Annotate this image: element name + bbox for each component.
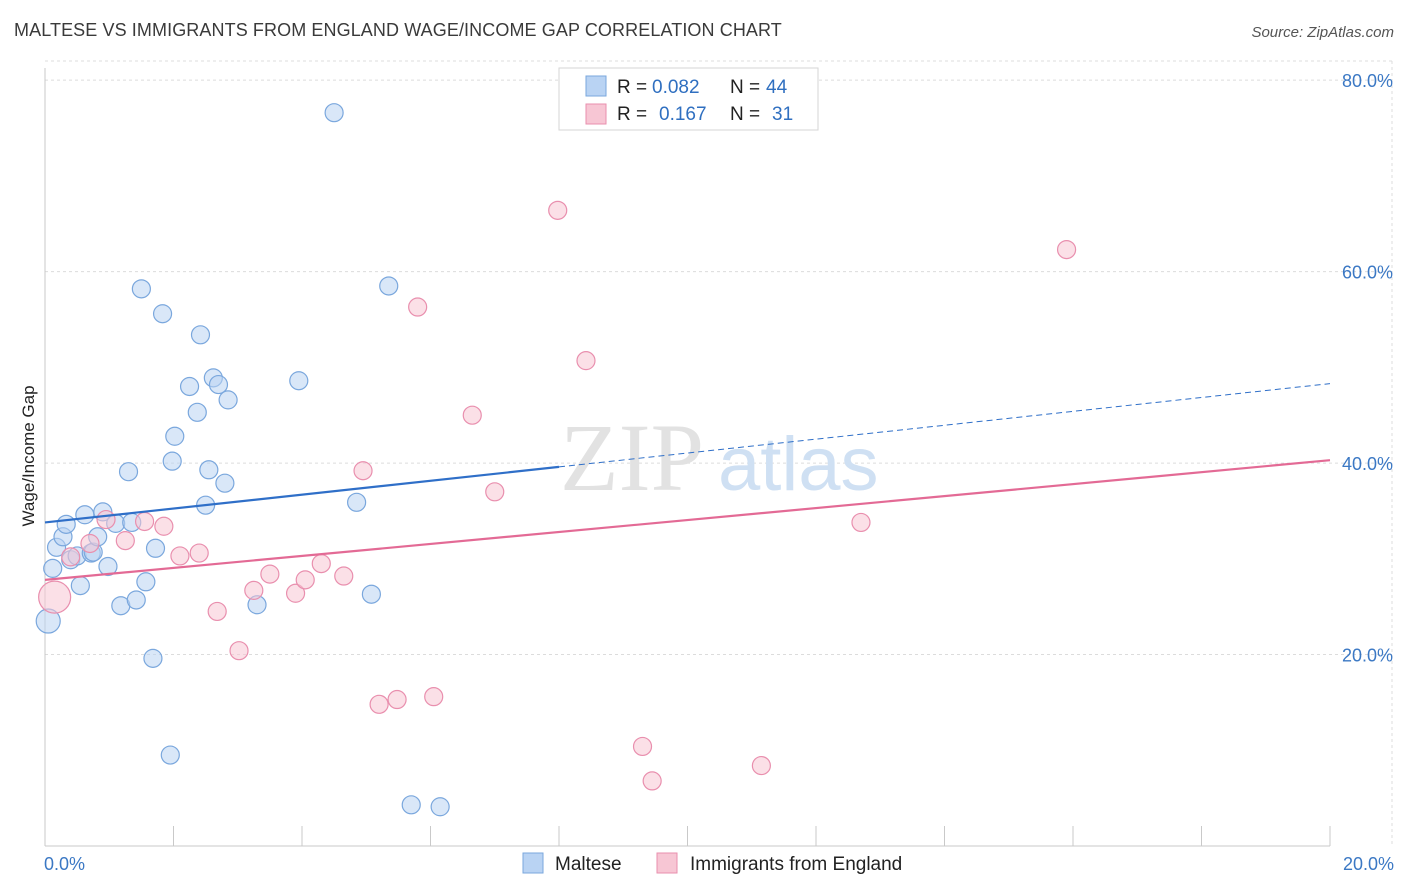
point-maltese-13 bbox=[98, 556, 118, 577]
point-maltese-43 bbox=[430, 797, 450, 817]
bottom-legend-swatch-maltese bbox=[522, 852, 544, 874]
legend-r-value-maltese: 0.082 bbox=[652, 77, 700, 98]
point-england-14 bbox=[295, 570, 315, 590]
point-england-29 bbox=[851, 512, 871, 533]
y-tick-label-40: 40.0% bbox=[1342, 454, 1393, 474]
point-maltese-34 bbox=[215, 473, 235, 493]
point-england-1 bbox=[61, 547, 81, 567]
source-label: Source: ZipAtlas.com bbox=[1251, 24, 1394, 41]
point-england-18 bbox=[369, 694, 389, 714]
x-axis-ticks bbox=[44, 826, 1331, 846]
bottom-legend: Maltese Immigrants from England bbox=[522, 852, 902, 875]
point-england-28 bbox=[751, 755, 771, 776]
point-england-21 bbox=[424, 687, 444, 707]
legend-n-label-england: N = bbox=[730, 104, 760, 125]
point-maltese-42 bbox=[401, 795, 421, 815]
point-england-17 bbox=[353, 461, 373, 481]
point-maltese-7 bbox=[70, 576, 90, 596]
point-maltese-20 bbox=[136, 572, 156, 592]
point-england-11 bbox=[244, 580, 264, 600]
point-maltese-29 bbox=[190, 325, 211, 345]
point-england-13 bbox=[285, 583, 306, 603]
point-england-4 bbox=[115, 531, 135, 551]
point-england-6 bbox=[154, 516, 174, 536]
point-maltese-1 bbox=[43, 558, 63, 578]
y-tick-label-20: 20.0% bbox=[1342, 646, 1393, 666]
point-england-30 bbox=[1056, 239, 1077, 260]
trend-lines bbox=[44, 383, 1331, 581]
watermark-zip: ZIP bbox=[560, 404, 704, 511]
point-maltese-41 bbox=[379, 276, 399, 296]
y-tick-label-80: 80.0% bbox=[1342, 71, 1393, 91]
y-tick-labels: 20.0% 40.0% 60.0% 80.0% bbox=[1342, 71, 1393, 665]
point-england-5 bbox=[134, 511, 155, 532]
x-tick-label-max: 20.0% bbox=[1343, 854, 1394, 874]
legend-swatch-maltese bbox=[585, 75, 607, 97]
y-tick-label-60: 60.0% bbox=[1342, 263, 1393, 283]
legend-r-value-england: 0.167 bbox=[659, 104, 707, 125]
point-england-20 bbox=[408, 297, 428, 317]
point-maltese-26 bbox=[165, 426, 185, 446]
chart-title: MALTESE VS IMMIGRANTS FROM ENGLAND WAGE/… bbox=[14, 20, 782, 40]
bottom-legend-label-england: Immigrants from England bbox=[690, 854, 902, 875]
point-england-25 bbox=[576, 351, 596, 371]
point-maltese-8 bbox=[75, 505, 95, 525]
point-maltese-19 bbox=[131, 279, 151, 299]
point-maltese-31 bbox=[199, 460, 219, 480]
watermark-atlas: atlas bbox=[718, 422, 879, 507]
legend-n-label-maltese: N = bbox=[730, 77, 760, 98]
bottom-legend-label-maltese: Maltese bbox=[555, 854, 622, 875]
point-england-7 bbox=[170, 546, 190, 566]
y-axis-label: Wage/Income Gap bbox=[19, 385, 38, 526]
point-maltese-25 bbox=[162, 451, 182, 471]
point-england-16 bbox=[334, 566, 354, 586]
legend-box: R = 0.082 N = 44 R = 0.167 N = 31 bbox=[558, 67, 819, 131]
bottom-legend-swatch-england bbox=[656, 852, 678, 874]
point-maltese-38 bbox=[324, 103, 344, 123]
point-england-15 bbox=[311, 553, 331, 574]
point-england-0 bbox=[38, 580, 72, 614]
point-maltese-28 bbox=[187, 402, 207, 422]
point-england-12 bbox=[260, 564, 280, 584]
point-england-10 bbox=[229, 641, 249, 661]
point-england-23 bbox=[485, 482, 505, 502]
point-england-24 bbox=[548, 200, 568, 220]
point-maltese-16 bbox=[118, 462, 139, 482]
point-maltese-18 bbox=[126, 590, 146, 610]
point-maltese-35 bbox=[218, 390, 238, 410]
trend-line-england bbox=[44, 459, 1331, 581]
x-tick-label-min: 0.0% bbox=[44, 854, 85, 874]
point-england-3 bbox=[96, 509, 116, 530]
point-england-27 bbox=[642, 771, 662, 791]
point-england-26 bbox=[632, 736, 653, 757]
point-maltese-39 bbox=[347, 492, 367, 512]
point-england-9 bbox=[207, 601, 227, 622]
legend-n-value-maltese: 44 bbox=[766, 77, 788, 98]
point-maltese-40 bbox=[361, 584, 381, 604]
point-england-8 bbox=[189, 543, 209, 563]
point-maltese-23 bbox=[152, 304, 173, 324]
point-england-2 bbox=[80, 533, 100, 554]
legend-r-label-england: R = bbox=[617, 104, 647, 125]
point-maltese-22 bbox=[145, 538, 166, 558]
point-maltese-24 bbox=[160, 745, 180, 765]
scatter-points bbox=[35, 103, 1077, 817]
point-england-19 bbox=[387, 689, 407, 710]
point-england-22 bbox=[462, 405, 482, 425]
trend-line-maltese bbox=[44, 465, 560, 524]
point-maltese-37 bbox=[289, 371, 309, 391]
legend-swatch-england bbox=[585, 103, 607, 125]
legend-r-label-maltese: R = bbox=[617, 77, 647, 98]
gridlines bbox=[45, 60, 1393, 846]
point-maltese-27 bbox=[179, 376, 200, 397]
point-maltese-33 bbox=[208, 374, 229, 395]
legend-n-value-england: 31 bbox=[772, 104, 793, 125]
point-maltese-21 bbox=[143, 648, 163, 668]
point-maltese-4 bbox=[56, 514, 76, 534]
